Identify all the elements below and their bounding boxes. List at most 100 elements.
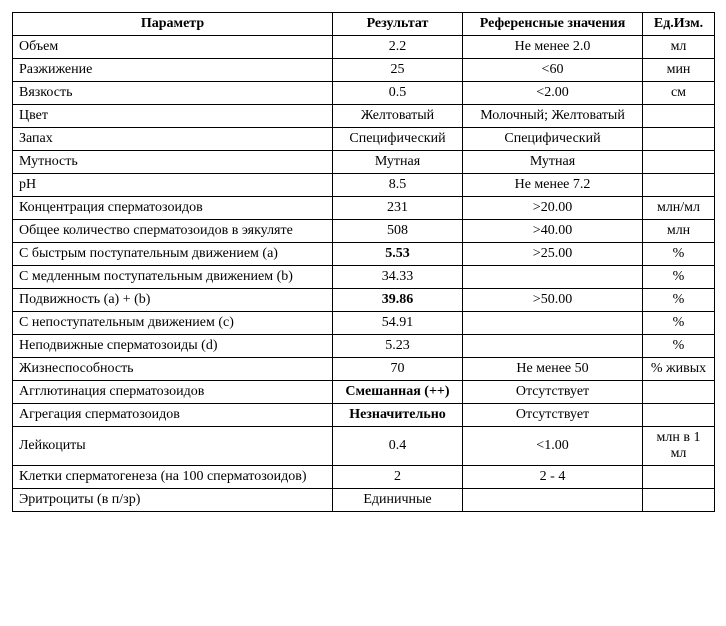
table-row: Агглютинация сперматозоидовСмешанная (++… <box>13 381 715 404</box>
cell-param: Агглютинация сперматозоидов <box>13 381 333 404</box>
cell-param: Запах <box>13 128 333 151</box>
cell-unit <box>643 466 715 489</box>
cell-result: 231 <box>333 197 463 220</box>
cell-result: Единичные <box>333 489 463 512</box>
table-row: С медленным поступательным движением (b)… <box>13 266 715 289</box>
cell-param: Концентрация сперматозоидов <box>13 197 333 220</box>
cell-result: 0.5 <box>333 82 463 105</box>
cell-param: Лейкоциты <box>13 427 333 466</box>
cell-result: Незначительно <box>333 404 463 427</box>
cell-param: Агрегация сперматозоидов <box>13 404 333 427</box>
cell-ref <box>463 266 643 289</box>
cell-ref <box>463 312 643 335</box>
cell-ref: >25.00 <box>463 243 643 266</box>
cell-unit: % <box>643 335 715 358</box>
cell-result: 5.53 <box>333 243 463 266</box>
table-row: Эритроциты (в п/зр)Единичные <box>13 489 715 512</box>
cell-param: Эритроциты (в п/зр) <box>13 489 333 512</box>
table-row: Вязкость0.5<2.00см <box>13 82 715 105</box>
cell-unit: см <box>643 82 715 105</box>
cell-result: 70 <box>333 358 463 381</box>
cell-param: Разжижение <box>13 59 333 82</box>
cell-ref: Специфический <box>463 128 643 151</box>
header-ref: Референсные значения <box>463 13 643 36</box>
cell-param: С медленным поступательным движением (b) <box>13 266 333 289</box>
cell-ref: Не менее 2.0 <box>463 36 643 59</box>
cell-param: pH <box>13 174 333 197</box>
cell-result: 5.23 <box>333 335 463 358</box>
cell-unit <box>643 128 715 151</box>
table-row: ЦветЖелтоватыйМолочный; Желтоватый <box>13 105 715 128</box>
cell-result: 2.2 <box>333 36 463 59</box>
cell-param: Цвет <box>13 105 333 128</box>
cell-unit: млн/мл <box>643 197 715 220</box>
cell-result: 34.33 <box>333 266 463 289</box>
header-param: Параметр <box>13 13 333 36</box>
cell-ref: <1.00 <box>463 427 643 466</box>
cell-unit <box>643 404 715 427</box>
header-unit: Ед.Изм. <box>643 13 715 36</box>
table-row: Агрегация сперматозоидовНезначительноОтс… <box>13 404 715 427</box>
cell-ref: Отсутствует <box>463 404 643 427</box>
cell-unit: % <box>643 312 715 335</box>
cell-result: Желтоватый <box>333 105 463 128</box>
cell-param: Объем <box>13 36 333 59</box>
cell-ref: >20.00 <box>463 197 643 220</box>
cell-ref: 2 - 4 <box>463 466 643 489</box>
cell-unit: % <box>643 266 715 289</box>
cell-unit: мин <box>643 59 715 82</box>
cell-param: Вязкость <box>13 82 333 105</box>
cell-result: 8.5 <box>333 174 463 197</box>
cell-result: 0.4 <box>333 427 463 466</box>
cell-param: Клетки сперматогенеза (на 100 сперматозо… <box>13 466 333 489</box>
table-row: Концентрация сперматозоидов231>20.00млн/… <box>13 197 715 220</box>
cell-unit: мл <box>643 36 715 59</box>
cell-ref: Отсутствует <box>463 381 643 404</box>
cell-unit <box>643 489 715 512</box>
table-row: МутностьМутнаяМутная <box>13 151 715 174</box>
cell-param: Общее количество сперматозоидов в эякуля… <box>13 220 333 243</box>
table-row: Разжижение25<60мин <box>13 59 715 82</box>
cell-result: 508 <box>333 220 463 243</box>
cell-ref: >40.00 <box>463 220 643 243</box>
cell-unit <box>643 105 715 128</box>
cell-param: С непоступательным движением (c) <box>13 312 333 335</box>
table-row: pH8.5Не менее 7.2 <box>13 174 715 197</box>
cell-param: Жизнеспособность <box>13 358 333 381</box>
cell-ref: <2.00 <box>463 82 643 105</box>
cell-unit: млн <box>643 220 715 243</box>
cell-param: С быстрым поступательным движением (a) <box>13 243 333 266</box>
table-row: Неподвижные сперматозоиды (d)5.23% <box>13 335 715 358</box>
table-row: Объем2.2Не менее 2.0мл <box>13 36 715 59</box>
cell-ref <box>463 335 643 358</box>
cell-result: Мутная <box>333 151 463 174</box>
cell-ref: Не менее 50 <box>463 358 643 381</box>
cell-ref: >50.00 <box>463 289 643 312</box>
cell-unit: млн в 1 мл <box>643 427 715 466</box>
cell-ref: <60 <box>463 59 643 82</box>
table-row: Общее количество сперматозоидов в эякуля… <box>13 220 715 243</box>
cell-unit: % <box>643 289 715 312</box>
cell-result: 54.91 <box>333 312 463 335</box>
table-row: Жизнеспособность70Не менее 50% живых <box>13 358 715 381</box>
cell-result: Смешанная (++) <box>333 381 463 404</box>
cell-ref: Мутная <box>463 151 643 174</box>
cell-result: Специфический <box>333 128 463 151</box>
table-row: Лейкоциты0.4<1.00млн в 1 мл <box>13 427 715 466</box>
cell-unit <box>643 151 715 174</box>
cell-result: 2 <box>333 466 463 489</box>
table-row: Клетки сперматогенеза (на 100 сперматозо… <box>13 466 715 489</box>
cell-result: 39.86 <box>333 289 463 312</box>
cell-param: Мутность <box>13 151 333 174</box>
cell-param: Подвижность (a) + (b) <box>13 289 333 312</box>
cell-unit <box>643 381 715 404</box>
cell-ref: Молочный; Желтоватый <box>463 105 643 128</box>
results-table: Параметр Результат Референсные значения … <box>12 12 715 512</box>
table-row: С быстрым поступательным движением (a)5.… <box>13 243 715 266</box>
table-row: С непоступательным движением (c)54.91% <box>13 312 715 335</box>
header-result: Результат <box>333 13 463 36</box>
cell-ref <box>463 489 643 512</box>
table-header-row: Параметр Результат Референсные значения … <box>13 13 715 36</box>
cell-unit <box>643 174 715 197</box>
cell-param: Неподвижные сперматозоиды (d) <box>13 335 333 358</box>
